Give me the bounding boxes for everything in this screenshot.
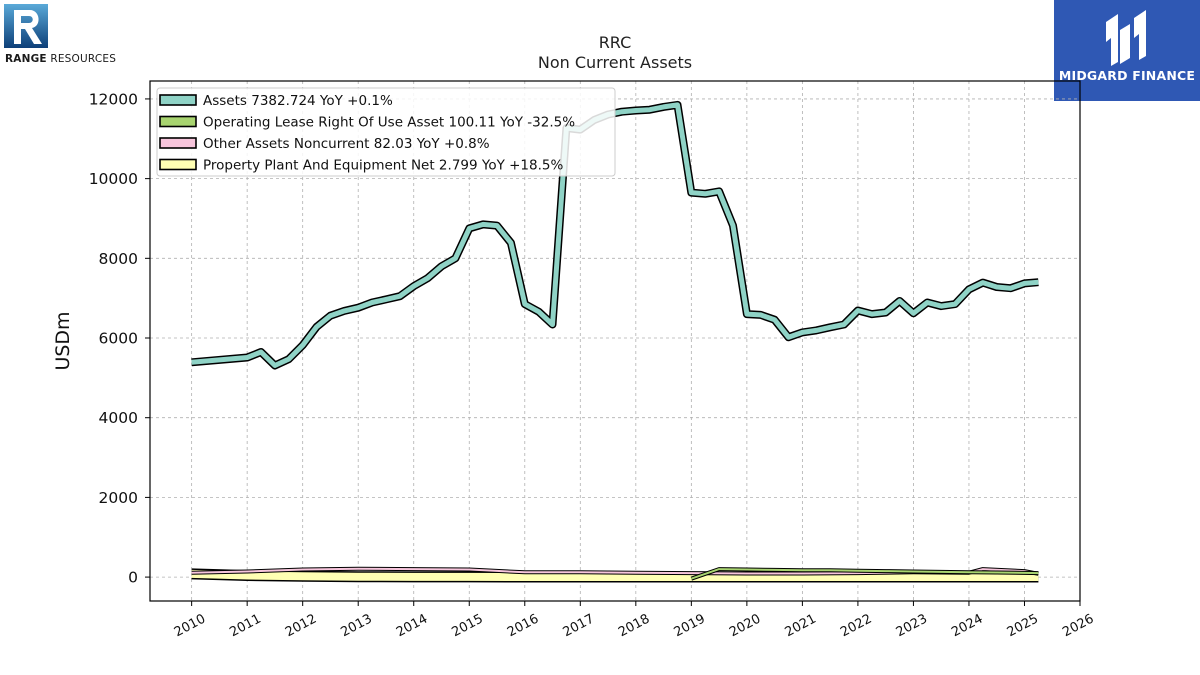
x-tick-label: 2013 <box>338 612 374 641</box>
legend-swatch <box>159 158 197 171</box>
grid <box>150 81 1081 601</box>
y-tick-label: 4000 <box>99 409 138 427</box>
midgard-mark-icon <box>1106 10 1146 66</box>
x-tick-label: 2018 <box>616 612 652 641</box>
x-tick-label: 2020 <box>727 612 763 641</box>
x-tick-label: 2021 <box>783 612 819 641</box>
series-group <box>191 100 1039 583</box>
range-resources-mark-icon <box>4 4 48 48</box>
midgard-finance-logo: MIDGARD FINANCE <box>1054 0 1200 101</box>
y-tick-label: 2000 <box>99 489 138 507</box>
legend-entry-label: Other Assets Noncurrent 82.03 YoY +0.8% <box>203 136 490 152</box>
y-tick-label: 8000 <box>99 250 138 268</box>
plot-frame <box>149 80 1081 602</box>
x-tick-label: 2015 <box>449 612 485 641</box>
x-tick-label: 2025 <box>1005 612 1041 641</box>
x-tick-label: 2019 <box>672 612 708 641</box>
legend-swatch <box>159 115 197 128</box>
y-tick-label: 6000 <box>99 330 138 348</box>
partner-name: MIDGARD FINANCE <box>1058 68 1196 83</box>
legend-box <box>156 87 616 177</box>
range-resources-logo: RANGE RESOURCES <box>4 4 124 65</box>
legend-entry-label: Property Plant And Equipment Net 2.799 Y… <box>203 158 563 174</box>
x-tick-label: 2017 <box>561 612 597 641</box>
legend-entry-label: Operating Lease Right Of Use Asset 100.1… <box>203 115 575 131</box>
series-line <box>191 569 1039 581</box>
chart-title: RRC <box>599 33 632 52</box>
y-axis-title: USDm <box>52 311 74 370</box>
legend-swatch <box>159 94 197 106</box>
series-line <box>191 102 1039 368</box>
legend-entry-label: Assets 7382.724 YoY +0.1% <box>203 93 393 109</box>
x-tick-label: 2016 <box>505 612 541 641</box>
series-line <box>690 568 1039 580</box>
y-tick-label: 0 <box>128 569 138 587</box>
legend: Assets 7382.724 YoY +0.1% Operating Lease… <box>156 87 616 177</box>
x-tick-label: 2024 <box>949 612 985 641</box>
x-tick-label: 2010 <box>172 612 208 641</box>
x-tick-label: 2011 <box>227 612 263 641</box>
x-tick-label: 2022 <box>838 612 874 641</box>
company-name: RANGE RESOURCES <box>5 53 117 65</box>
x-tick-label: 2023 <box>894 612 930 641</box>
x-tick-label: 2014 <box>394 612 430 641</box>
x-tick-label: 2012 <box>283 612 319 641</box>
y-tick-label: 12000 <box>89 90 138 108</box>
y-tick-label: 10000 <box>89 170 138 188</box>
chart-subtitle: Non Current Assets <box>538 53 692 72</box>
x-tick-label: 2026 <box>1060 612 1096 641</box>
legend-swatch <box>159 137 197 149</box>
